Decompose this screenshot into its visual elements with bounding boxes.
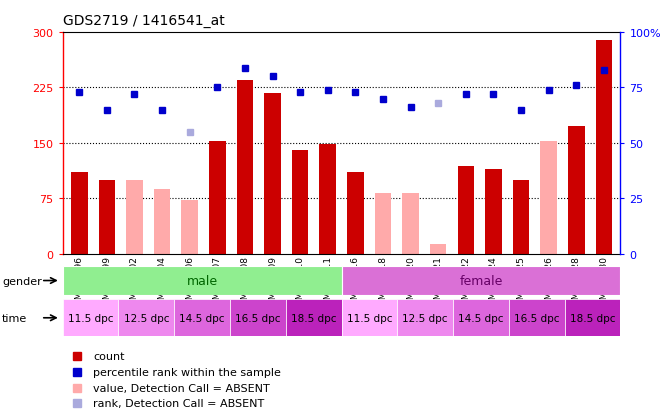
Text: 14.5 dpc: 14.5 dpc xyxy=(458,313,504,323)
Bar xyxy=(126,180,143,254)
Bar xyxy=(565,299,620,337)
Bar xyxy=(319,145,336,254)
Bar xyxy=(509,299,565,337)
Text: 18.5 dpc: 18.5 dpc xyxy=(291,313,337,323)
Bar xyxy=(174,299,230,337)
Bar xyxy=(430,244,446,254)
Text: rank, Detection Call = ABSENT: rank, Detection Call = ABSENT xyxy=(93,398,265,408)
Bar xyxy=(453,299,509,337)
Text: gender: gender xyxy=(2,276,42,286)
Bar xyxy=(98,180,115,254)
Bar xyxy=(209,141,226,254)
Bar xyxy=(568,126,585,254)
Bar xyxy=(71,173,88,254)
Bar xyxy=(375,194,391,254)
Text: GDS2719 / 1416541_at: GDS2719 / 1416541_at xyxy=(63,14,224,28)
Text: value, Detection Call = ABSENT: value, Detection Call = ABSENT xyxy=(93,383,270,394)
Text: 14.5 dpc: 14.5 dpc xyxy=(180,313,225,323)
Bar xyxy=(342,299,397,337)
Text: 12.5 dpc: 12.5 dpc xyxy=(123,313,169,323)
Bar xyxy=(63,266,342,295)
Bar xyxy=(237,81,253,254)
Bar xyxy=(541,142,557,254)
Text: percentile rank within the sample: percentile rank within the sample xyxy=(93,367,281,377)
Bar xyxy=(347,173,364,254)
Text: 18.5 dpc: 18.5 dpc xyxy=(570,313,615,323)
Text: 11.5 dpc: 11.5 dpc xyxy=(68,313,114,323)
Bar xyxy=(457,167,474,254)
Bar xyxy=(286,299,342,337)
Text: 16.5 dpc: 16.5 dpc xyxy=(514,313,560,323)
Bar xyxy=(397,299,453,337)
Bar xyxy=(513,180,529,254)
Bar xyxy=(403,194,419,254)
Bar xyxy=(63,299,119,337)
Bar xyxy=(264,93,280,254)
Bar xyxy=(119,299,174,337)
Text: female: female xyxy=(459,274,503,287)
Bar xyxy=(485,169,502,254)
Bar xyxy=(154,189,170,254)
Bar xyxy=(342,266,620,295)
Bar xyxy=(182,201,198,254)
Bar xyxy=(230,299,286,337)
Text: 11.5 dpc: 11.5 dpc xyxy=(346,313,392,323)
Bar xyxy=(292,151,308,254)
Text: time: time xyxy=(2,313,27,323)
Text: 16.5 dpc: 16.5 dpc xyxy=(235,313,280,323)
Text: count: count xyxy=(93,351,125,361)
Text: 12.5 dpc: 12.5 dpc xyxy=(403,313,448,323)
Text: male: male xyxy=(187,274,218,287)
Bar xyxy=(595,40,612,254)
